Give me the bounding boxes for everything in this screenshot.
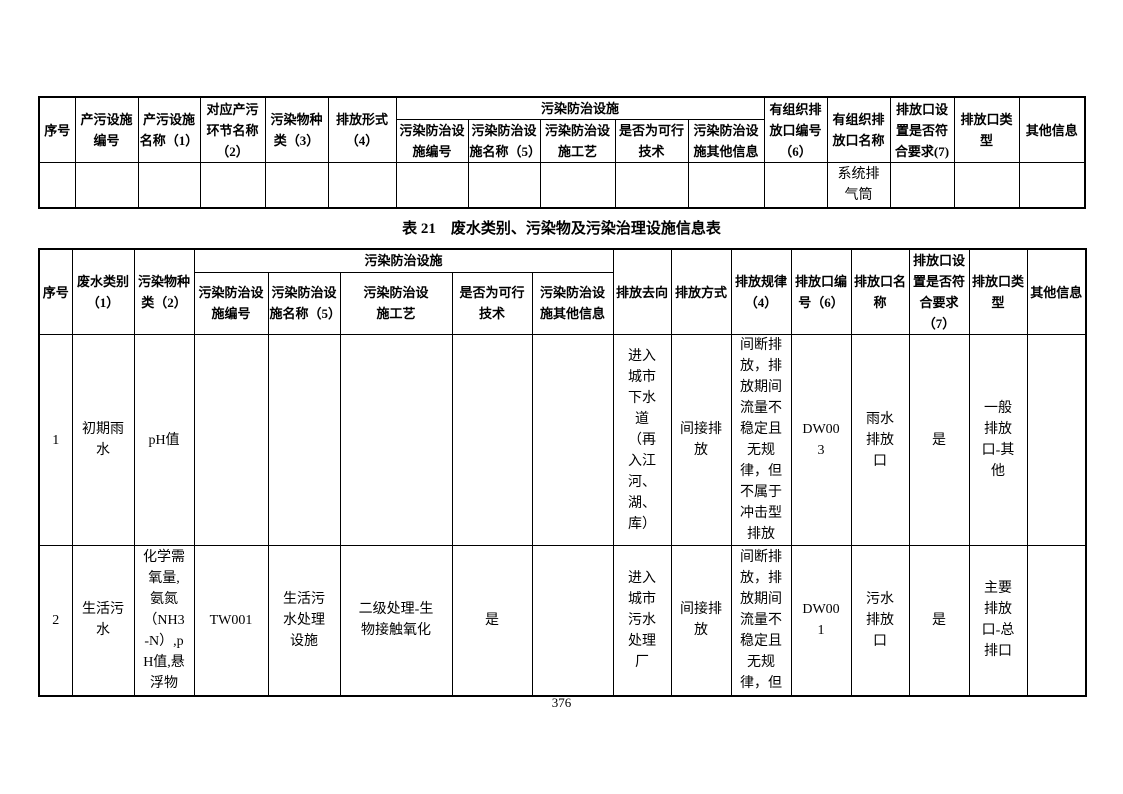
table2-data-row: 1 初期雨水 pH值 进入城市下水道（再入江河、湖、库） 间接排放 间断排放，排…: [38, 334, 1087, 546]
header-treatment-tech: 污染防治设施工艺: [339, 271, 453, 336]
header-discharge-pattern: 排放规律（4）: [730, 248, 792, 335]
table21-title: 表 21 废水类别、污染物及污染治理设施信息表: [402, 221, 721, 237]
cell-other-info: [1026, 545, 1087, 696]
cell-outlet-no: DW003: [790, 334, 852, 546]
header-outlet-compliance: 排放口设置是否符合要求（7）: [908, 248, 970, 335]
cell-discharge-mode: 间接排放: [670, 334, 732, 546]
cell-discharge-pattern: 间断排放，排放期间流量不稳定且无规律，但: [730, 545, 792, 696]
cell-wastewater-type: 生活污水: [71, 545, 135, 696]
header-outlet-no: 排放口编号（6）: [790, 248, 852, 335]
table1-data-row: 系统排气筒: [38, 162, 1086, 208]
header-other-info: 其他信息: [1018, 96, 1086, 163]
cell-outlet-name: 污水排放口: [850, 545, 910, 696]
cell-facility-no: [74, 162, 139, 208]
page-number: 376: [551, 695, 572, 710]
cell-treatment-other: [687, 162, 765, 208]
cell-outlet-compliance: 是: [908, 334, 970, 546]
header-treatment-group: 污染防治设施: [395, 96, 765, 120]
cell-treatment-name: [267, 334, 341, 546]
cell-organized-outlet-name: 系统排气筒: [826, 162, 891, 208]
header-discharge-mode: 排放方式: [670, 248, 732, 335]
cell-discharge-pattern: 间断排放，排放期间流量不稳定且无规律，但不属于冲击型排放: [730, 334, 792, 546]
table2-data-row: 2 生活污水 化学需氧量,氨氮（NH3-N）,pH值,悬浮物 TW001 生活污…: [38, 545, 1087, 696]
cell-treatment-tech: 二级处理-生物接触氧化: [339, 545, 453, 696]
cell-pollutant-type: [264, 162, 329, 208]
cell-feasible-tech: 是: [451, 545, 533, 696]
table1-header-row-1: 序号 产污设施编号 产污设施名称（1） 对应产污环节名称（2） 污染物种类（3）…: [38, 96, 1086, 163]
header-treatment-other: 污染防治设施其他信息: [687, 119, 765, 163]
header-treatment-name: 污染防治设施名称（5）: [467, 119, 541, 163]
cell-other-info: [1018, 162, 1086, 208]
cell-facility-name: [137, 162, 201, 208]
gas-pollution-facility-table: 序号 产污设施编号 产污设施名称（1） 对应产污环节名称（2） 污染物种类（3）…: [38, 96, 1086, 209]
header-feasible-tech: 是否为可行技术: [614, 119, 689, 163]
header-pollutant-type: 污染物种类（3）: [264, 96, 329, 163]
header-organized-outlet-no: 有组织排放口编号（6）: [763, 96, 828, 163]
cell-pollutant-type: pH值: [133, 334, 195, 546]
header-facility-name: 产污设施名称（1）: [137, 96, 201, 163]
cell-outlet-type: 主要排放口-总排口: [968, 545, 1028, 696]
header-outlet-type: 排放口类型: [953, 96, 1020, 163]
header-outlet-name: 排放口名称: [850, 248, 910, 335]
header-treatment-group: 污染防治设施: [193, 248, 614, 273]
header-treatment-no: 污染防治设施编号: [193, 271, 269, 336]
cell-treatment-no: [193, 334, 269, 546]
table2-header-row-1: 序号 废水类别（1） 污染物种类（2） 污染防治设施 排放去向 排放方式 排放规…: [38, 248, 1087, 335]
cell-treatment-no: [395, 162, 469, 208]
header-seq: 序号: [38, 248, 73, 335]
cell-outlet-type: 一般排放口-其他: [968, 334, 1028, 546]
cell-treatment-name: [467, 162, 541, 208]
header-treatment-name: 污染防治设施名称（5）: [267, 271, 341, 336]
table2-header-row-2: 污染防治设施编号 污染防治设施名称（5） 污染防治设施工艺 是否为可行技术 污染…: [39, 271, 1086, 336]
header-outlet-compliance: 排放口设置是否符合要求(7): [889, 96, 955, 163]
header-treatment-no: 污染防治设施编号: [395, 119, 469, 163]
cell-treatment-other: [531, 334, 614, 546]
cell-pollutant-type: 化学需氧量,氨氮（NH3-N）,pH值,悬浮物: [133, 545, 195, 696]
cell-treatment-tech: [539, 162, 616, 208]
header-treatment-other: 污染防治设施其他信息: [531, 271, 614, 336]
cell-discharge-mode: 间接排放: [670, 545, 732, 696]
cell-discharge-form: [327, 162, 397, 208]
cell-process-name: [199, 162, 266, 208]
cell-treatment-other: [531, 545, 614, 696]
header-discharge-form: 排放形式（4）: [327, 96, 397, 163]
cell-other-info: [1026, 334, 1087, 546]
header-outlet-type: 排放口类型: [968, 248, 1028, 335]
cell-outlet-no: DW001: [790, 545, 852, 696]
header-process-name: 对应产污环节名称（2）: [199, 96, 266, 163]
header-discharge-destination: 排放去向: [612, 248, 672, 335]
header-wastewater-type: 废水类别（1）: [71, 248, 135, 335]
cell-outlet-name: 雨水排放口: [850, 334, 910, 546]
cell-seq: 1: [38, 334, 73, 546]
cell-seq: [38, 162, 76, 208]
cell-organized-outlet-no: [763, 162, 828, 208]
header-pollutant-type: 污染物种类（2）: [133, 248, 195, 335]
cell-feasible-tech: [614, 162, 689, 208]
cell-outlet-compliance: [889, 162, 955, 208]
cell-discharge-destination: 进入城市下水道（再入江河、湖、库）: [612, 334, 672, 546]
cell-treatment-name: 生活污水处理设施: [267, 545, 341, 696]
cell-outlet-type: [953, 162, 1020, 208]
cell-outlet-compliance: 是: [908, 545, 970, 696]
header-other-info: 其他信息: [1026, 248, 1087, 335]
cell-discharge-destination: 进入城市污水处理厂: [612, 545, 672, 696]
cell-treatment-tech: [339, 334, 453, 546]
header-seq: 序号: [38, 96, 76, 163]
cell-treatment-no: TW001: [193, 545, 269, 696]
table1-header-row-2: 污染防治设施编号 污染防治设施名称（5） 污染防治设施工艺 是否为可行技术 污染…: [39, 119, 1085, 163]
header-facility-no: 产污设施编号: [74, 96, 139, 163]
cell-feasible-tech: [451, 334, 533, 546]
cell-seq: 2: [38, 545, 73, 696]
header-organized-outlet-name: 有组织排放口名称: [826, 96, 891, 163]
wastewater-treatment-table: 序号 废水类别（1） 污染物种类（2） 污染防治设施 排放去向 排放方式 排放规…: [38, 248, 1087, 697]
header-treatment-tech: 污染防治设施工艺: [539, 119, 616, 163]
header-feasible-tech: 是否为可行技术: [451, 271, 533, 336]
cell-wastewater-type: 初期雨水: [71, 334, 135, 546]
